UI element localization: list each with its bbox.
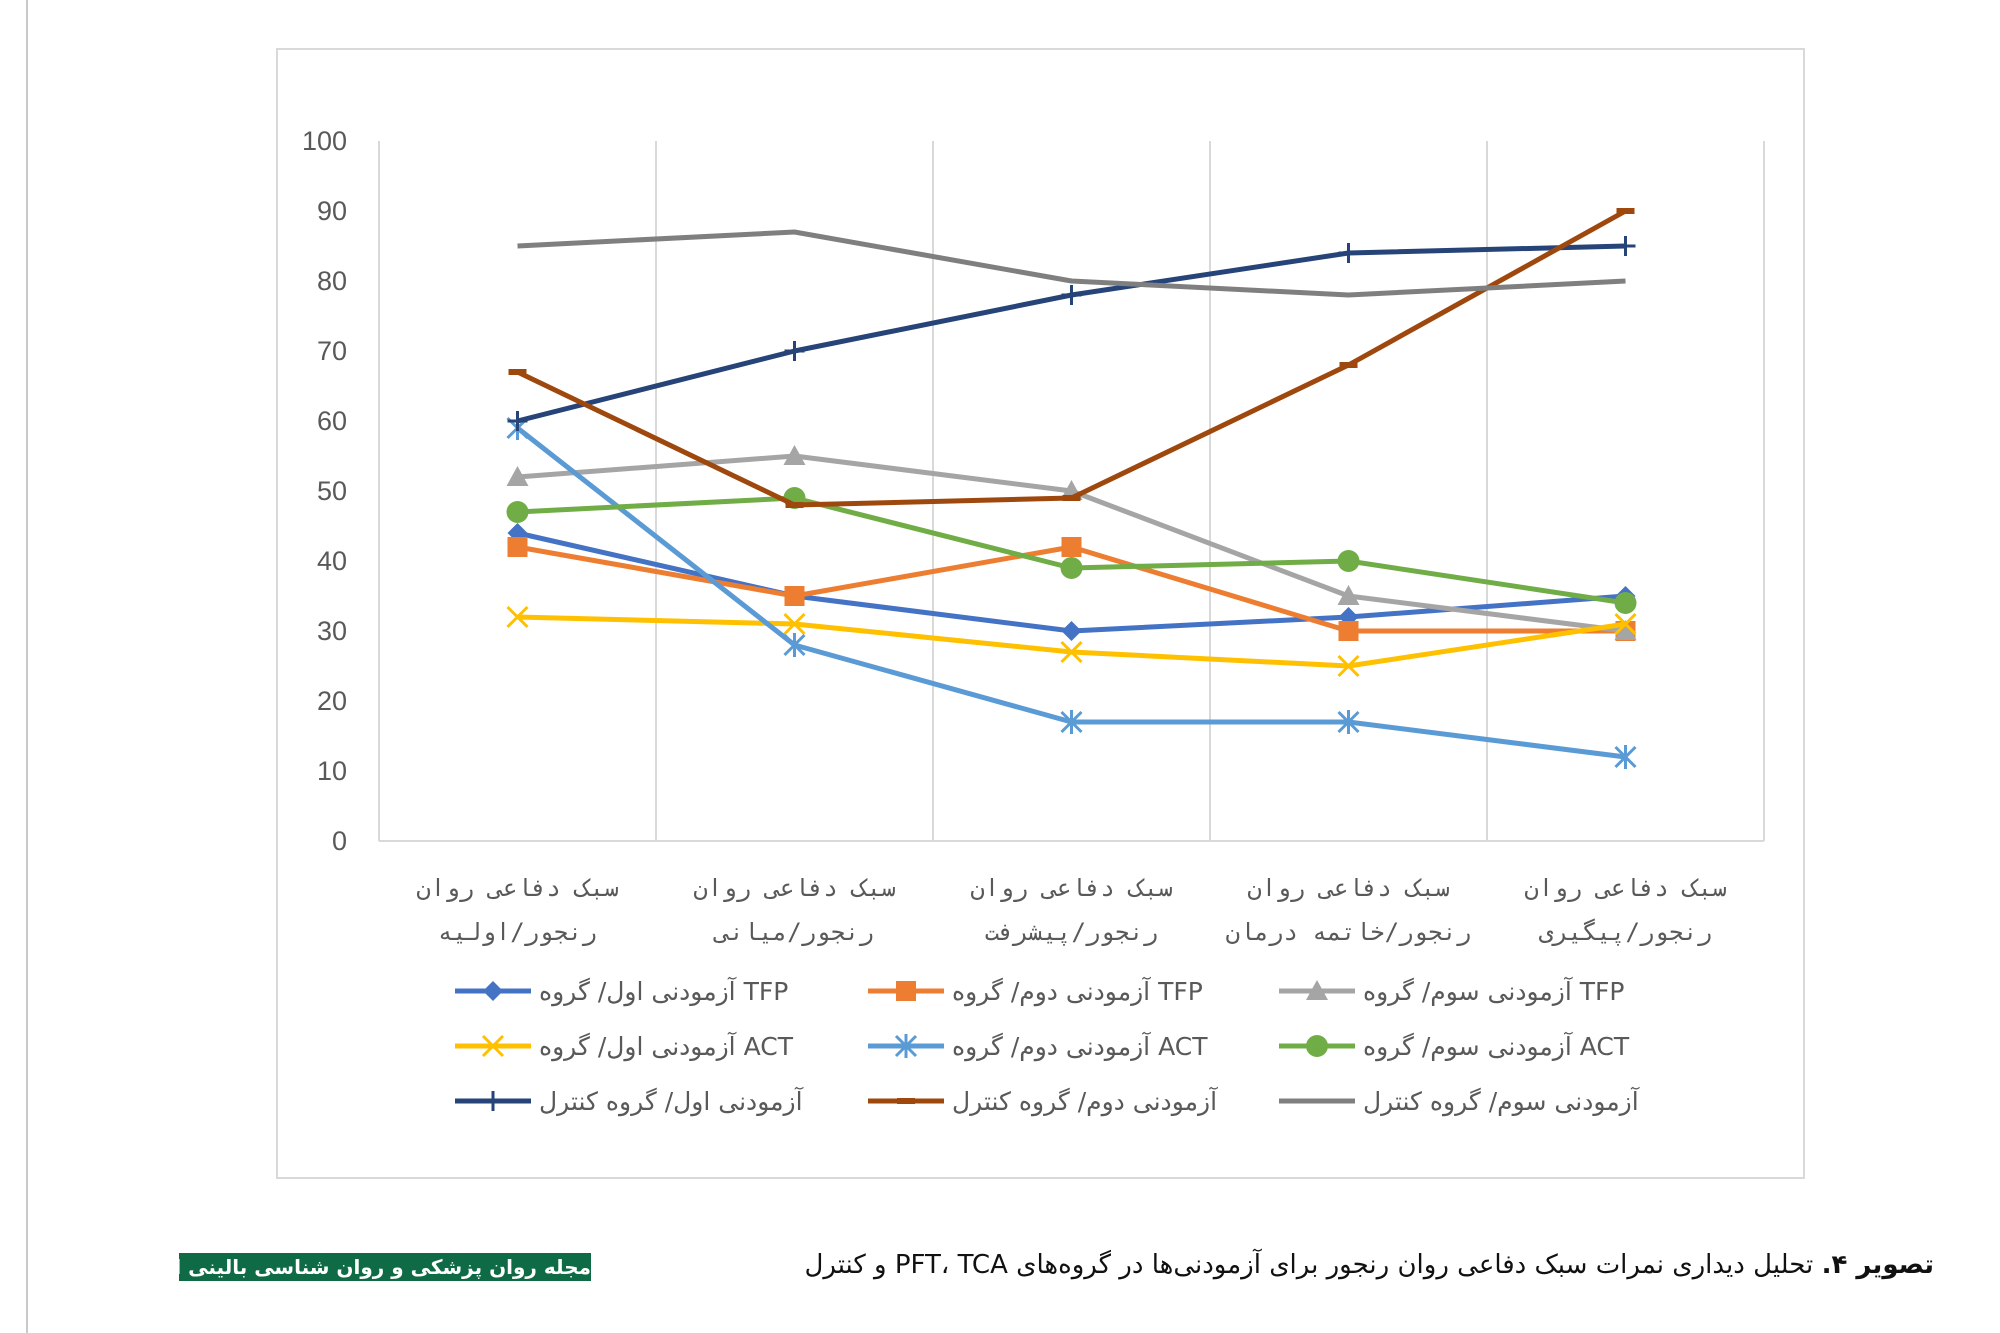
legend-label: آزمودنی دوم/ گروه کنترل xyxy=(952,1086,1218,1117)
data-point xyxy=(1061,621,1082,641)
journal-logo: مجله روان پزشکی و روان شناسی بالینی ایرا… xyxy=(179,1253,591,1281)
x-tick-label: سبک دفاعی روان xyxy=(970,874,1172,902)
legend-marker xyxy=(483,1091,503,1111)
x-tick-label: رنجور/پیگیری xyxy=(1539,918,1712,946)
x-tick-label: رنجور/خاتمه درمان xyxy=(1226,918,1472,946)
y-tick-label: 70 xyxy=(317,336,347,366)
x-tick-label: سبک دفاعی روان xyxy=(416,874,618,902)
x-tick-label: سبک دفاعی روان xyxy=(693,874,895,902)
data-point xyxy=(1614,745,1637,769)
legend-label: آزمودنی سوم/ گروه کنترل xyxy=(1363,1086,1640,1117)
page-left-rule xyxy=(26,0,28,1333)
data-point xyxy=(1337,550,1360,572)
data-point xyxy=(507,411,528,431)
series-line xyxy=(515,426,1626,760)
data-point xyxy=(1614,592,1637,614)
data-point xyxy=(1615,236,1636,256)
data-point xyxy=(783,445,806,465)
series-line xyxy=(517,229,1626,298)
y-tick-label: 60 xyxy=(317,406,347,436)
data-point xyxy=(1614,620,1637,640)
legend-marker xyxy=(1306,1035,1328,1057)
legend-label: آزمودنی سوم/ گروه ACT xyxy=(1363,1031,1630,1062)
data-point xyxy=(1061,285,1082,305)
data-point xyxy=(783,612,806,636)
figure-caption: تصویر ۴. تحلیل دیداری نمرات سبک دفاعی رو… xyxy=(804,1250,1934,1280)
data-point xyxy=(1337,585,1360,605)
legend-label: آزمودنی اول/ گروه کنترل xyxy=(539,1086,804,1117)
y-tick-label: 20 xyxy=(317,686,347,716)
data-point xyxy=(1338,243,1359,263)
series-line xyxy=(516,208,1627,508)
series-line xyxy=(516,243,1626,424)
y-tick-label: 80 xyxy=(317,266,347,296)
y-tick-label: 50 xyxy=(317,476,347,506)
legend-marker xyxy=(894,1034,918,1058)
data-point xyxy=(783,633,806,657)
data-point xyxy=(506,466,529,486)
chart-frame: 0 10 20 30 40 50 60 70 80 90 100 سبک دفاعی روان رنجو… xyxy=(276,48,1805,1179)
y-tick-label: 40 xyxy=(317,546,347,576)
data-point xyxy=(1060,640,1083,664)
legend-label: آزمودنی سوم/ گروه TFP xyxy=(1363,976,1624,1007)
x-tick-label: رنجور/پیشرفت xyxy=(985,918,1158,946)
x-tick-label: سبک دفاعی روان xyxy=(1247,874,1449,902)
legend-marker xyxy=(896,981,916,1001)
legend-label: آزمودنی اول/ گروه ACT xyxy=(539,1031,794,1062)
legend-marker xyxy=(483,981,503,1001)
x-tick-label: رنجور/اولیه xyxy=(438,918,597,946)
y-tick-label: 10 xyxy=(317,756,347,786)
data-point xyxy=(1614,612,1637,636)
data-point xyxy=(784,341,805,361)
legend-label: آزمودنی دوم/ گروه ACT xyxy=(952,1031,1208,1062)
data-point xyxy=(506,501,529,523)
data-point xyxy=(1060,710,1083,734)
y-tick-label: 90 xyxy=(317,196,347,226)
legend-marker xyxy=(481,1034,505,1058)
legend-marker xyxy=(1306,980,1328,1000)
caption-text: تحلیل دیداری نمرات سبک دفاعی روان رنجور … xyxy=(804,1250,1822,1280)
data-point xyxy=(507,537,528,557)
x-tick-label: سبک دفاعی روان xyxy=(1524,874,1726,902)
data-point xyxy=(1338,621,1359,641)
x-tick-label: رنجور/میانی xyxy=(713,918,874,946)
data-point xyxy=(506,605,529,629)
legend-label: آزمودنی اول/ گروه TFP xyxy=(539,976,788,1007)
data-point xyxy=(784,586,805,606)
data-point xyxy=(1061,537,1082,557)
y-tick-label: 0 xyxy=(332,826,347,856)
legend-label: آزمودنی دوم/ گروه TFP xyxy=(952,976,1203,1007)
line-chart: 0 10 20 30 40 50 60 70 80 90 100 سبک دفاعی روان رنجو… xyxy=(302,126,1765,1117)
data-point xyxy=(1337,654,1360,678)
y-tick-label: 30 xyxy=(317,616,347,646)
data-point xyxy=(1337,710,1360,734)
data-point xyxy=(1060,557,1083,579)
caption-label: تصویر ۴. xyxy=(1821,1250,1934,1280)
y-tick-label: 100 xyxy=(302,126,347,156)
